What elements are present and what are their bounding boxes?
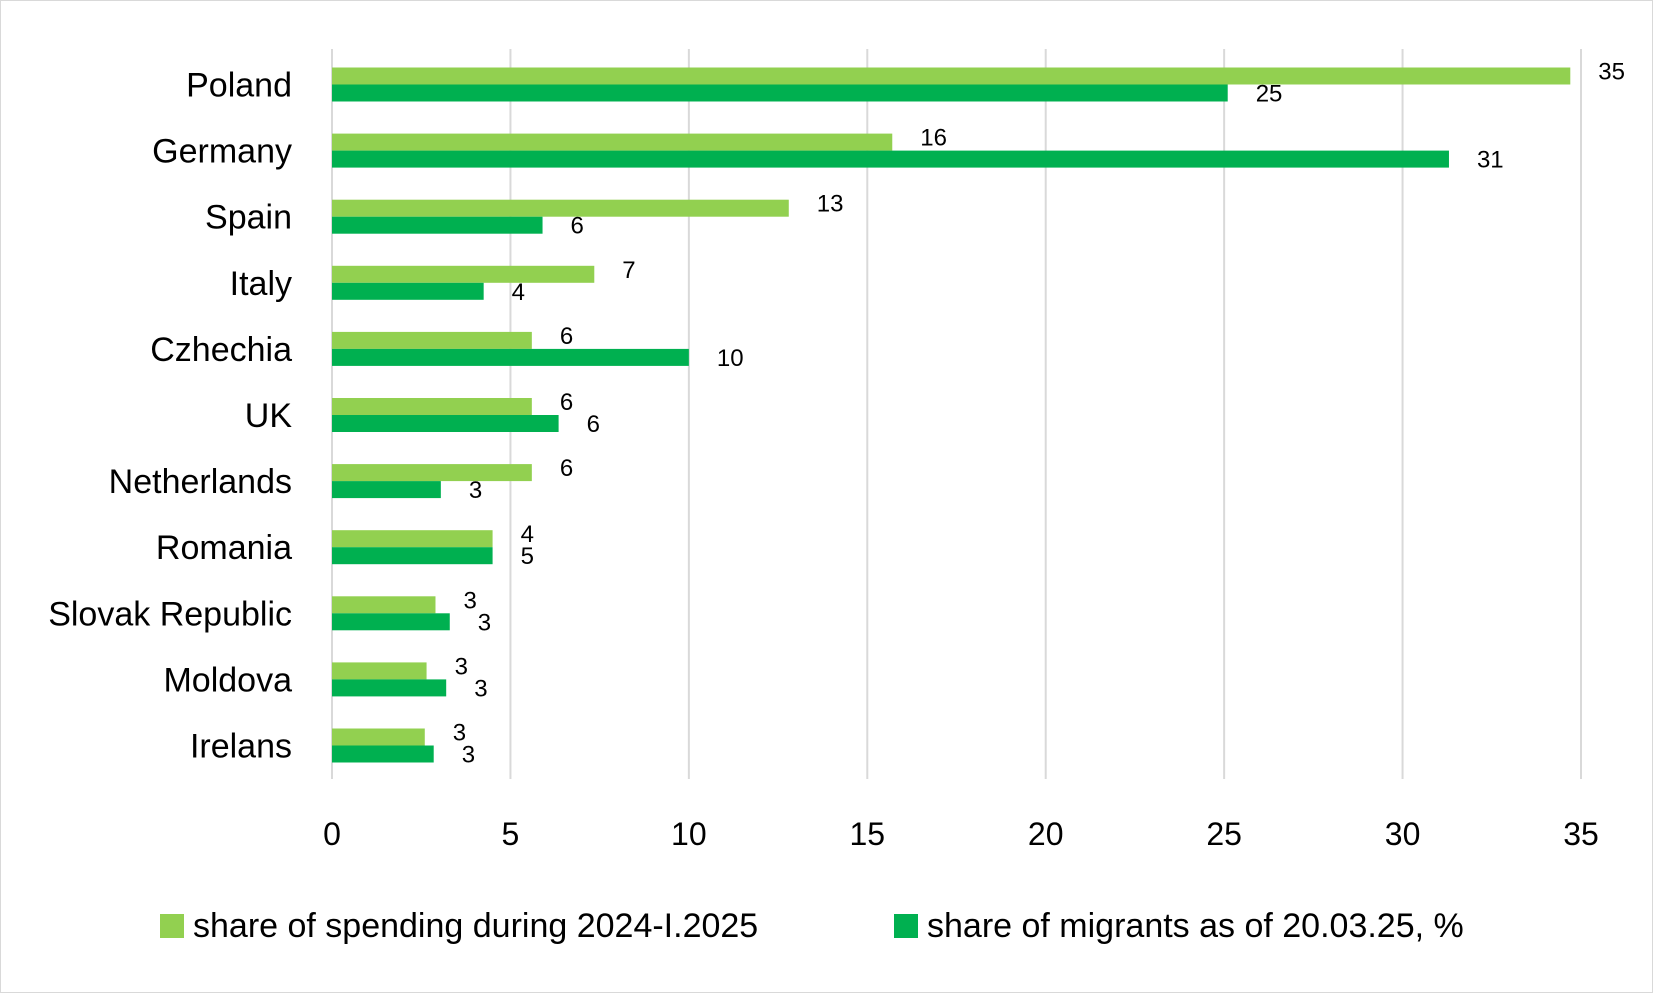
- data-label-migrants-czhechia: 10: [717, 345, 744, 372]
- data-label-spending-poland: 35: [1598, 59, 1625, 86]
- data-label-spending-moldova: 3: [455, 653, 468, 680]
- x-tick-label-15: 15: [849, 816, 885, 852]
- data-label-migrants-spain: 6: [571, 213, 584, 240]
- legend-swatch-migrants: [894, 914, 918, 938]
- data-label-migrants-italy: 4: [512, 279, 525, 306]
- bar-spending-netherlands: [332, 464, 532, 482]
- category-label-spain: Spain: [205, 199, 292, 237]
- bar-spending-czhechia: [332, 331, 532, 349]
- bar-spending-romania: [332, 530, 493, 548]
- bar-spending-slovak-republic: [332, 596, 436, 614]
- category-label-uk: UK: [245, 397, 293, 435]
- bar-migrants-uk: [332, 415, 559, 432]
- data-label-spending-slovak-republic: 3: [463, 587, 476, 614]
- bar-migrants-italy: [332, 282, 484, 300]
- category-label-netherlands: Netherlands: [109, 463, 292, 501]
- category-label-czhechia: Czhechia: [150, 331, 292, 369]
- bar-spending-italy: [332, 265, 595, 283]
- data-label-spending-netherlands: 6: [560, 455, 573, 482]
- category-label-moldova: Moldova: [163, 661, 292, 699]
- bar-spending-irelans: [332, 728, 425, 746]
- data-label-spending-germany: 16: [920, 125, 947, 152]
- x-tick-label-5: 5: [502, 816, 520, 852]
- data-label-spending-czhechia: 6: [560, 323, 573, 350]
- legend-label-spending: share of spending during 2024-I.2025: [193, 907, 758, 945]
- data-label-migrants-netherlands: 3: [469, 477, 482, 504]
- category-label-italy: Italy: [230, 265, 292, 303]
- data-label-migrants-germany: 31: [1477, 147, 1504, 174]
- bar-migrants-poland: [332, 84, 1228, 102]
- bar-migrants-germany: [332, 150, 1449, 168]
- gridlines: [331, 49, 1582, 779]
- x-tick-label-0: 0: [323, 816, 341, 852]
- x-tick-label-20: 20: [1028, 816, 1064, 852]
- bar-spending-poland: [332, 67, 1571, 85]
- data-label-migrants-uk: 6: [587, 411, 600, 438]
- legend: share of spending during 2024-I.2025 sha…: [160, 907, 1464, 945]
- legend-swatch-spending: [160, 914, 184, 938]
- data-label-spending-spain: 13: [817, 191, 844, 218]
- data-label-migrants-romania: 5: [521, 543, 534, 570]
- bar-spending-uk: [332, 398, 532, 415]
- bar-spending-spain: [332, 199, 789, 217]
- bar-spending-moldova: [332, 662, 427, 680]
- bar-migrants-romania: [332, 547, 493, 565]
- bars: [332, 67, 1571, 763]
- category-label-romania: Romania: [156, 529, 292, 567]
- x-tick-label-35: 35: [1563, 816, 1599, 852]
- data-label-migrants-poland: 25: [1256, 81, 1283, 108]
- bar-migrants-irelans: [332, 745, 434, 763]
- category-label-poland: Poland: [186, 67, 292, 105]
- data-label-spending-irelans: 3: [453, 720, 466, 747]
- data-label-migrants-irelans: 3: [462, 742, 475, 769]
- data-label-migrants-slovak-republic: 3: [478, 609, 491, 636]
- x-tick-label-25: 25: [1206, 816, 1242, 852]
- data-label-migrants-moldova: 3: [474, 675, 487, 702]
- x-tick-label-10: 10: [671, 816, 707, 852]
- data-label-spending-italy: 7: [622, 257, 635, 284]
- bar-migrants-czhechia: [332, 348, 689, 366]
- data-label-spending-uk: 6: [560, 389, 573, 416]
- bar-migrants-spain: [332, 216, 543, 234]
- bar-migrants-moldova: [332, 679, 447, 697]
- x-tick-label-30: 30: [1385, 816, 1421, 852]
- bar-migrants-slovak-republic: [332, 613, 450, 631]
- legend-label-migrants: share of migrants as of 20.03.25, %: [927, 907, 1464, 945]
- category-label-germany: Germany: [152, 133, 292, 171]
- x-axis-tick-labels: 0 5 10 15 20 25 30 35: [323, 816, 1599, 852]
- bar-migrants-netherlands: [332, 481, 441, 499]
- data-label-spending-romania: 4: [521, 521, 534, 548]
- category-label-irelans: Irelans: [190, 728, 292, 766]
- category-labels: Poland Germany Spain Italy Czhechia UK Netherl…: [48, 67, 292, 766]
- bar-spending-germany: [332, 133, 893, 151]
- category-label-slovak-republic: Slovak Republic: [48, 595, 292, 633]
